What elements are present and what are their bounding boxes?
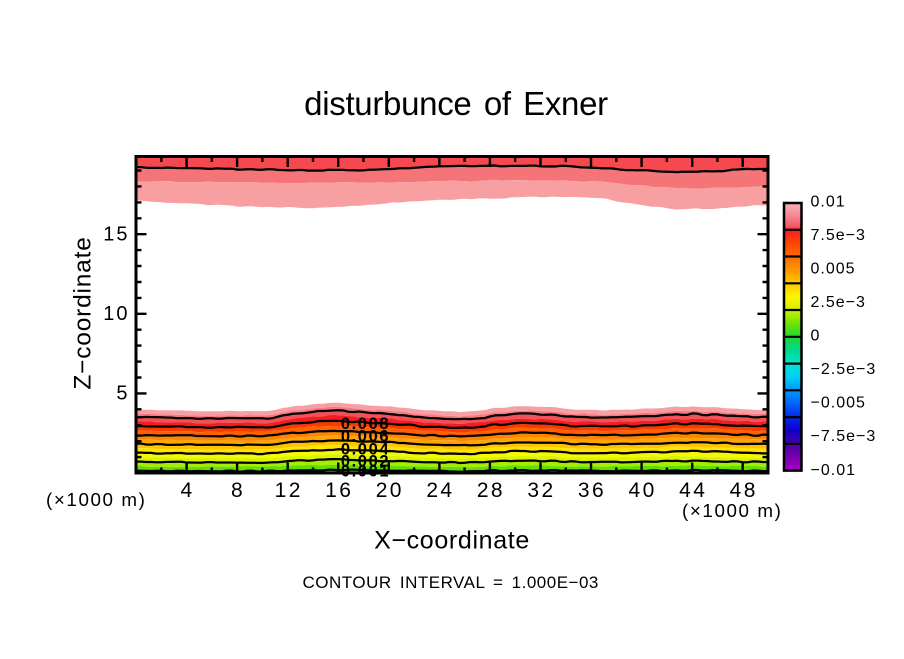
svg-text:32: 32 bbox=[527, 479, 555, 502]
svg-text:12: 12 bbox=[275, 479, 303, 502]
svg-text:2.5e−3: 2.5e−3 bbox=[811, 294, 866, 311]
svg-text:24: 24 bbox=[426, 479, 454, 502]
svg-text:−7.5e−3: −7.5e−3 bbox=[811, 428, 877, 445]
svg-text:−0.005: −0.005 bbox=[811, 395, 866, 412]
svg-text:disturbunce of Exner: disturbunce of Exner bbox=[304, 85, 608, 122]
svg-text:0.008: 0.008 bbox=[341, 415, 390, 433]
svg-text:Z−coordinate: Z−coordinate bbox=[70, 236, 97, 389]
svg-text:0.006: 0.006 bbox=[341, 427, 390, 445]
svg-text:X−coordinate: X−coordinate bbox=[374, 527, 530, 555]
svg-text:16: 16 bbox=[325, 479, 353, 502]
svg-text:(×1000 m): (×1000 m) bbox=[682, 500, 783, 521]
svg-text:28: 28 bbox=[477, 479, 505, 502]
svg-text:0.01: 0.01 bbox=[811, 193, 846, 210]
svg-text:44: 44 bbox=[679, 479, 707, 502]
svg-text:7.5e−3: 7.5e−3 bbox=[811, 227, 866, 244]
svg-text:0.002: 0.002 bbox=[341, 452, 390, 470]
svg-text:0.004: 0.004 bbox=[341, 440, 390, 458]
svg-text:0: 0 bbox=[811, 328, 821, 345]
svg-text:10: 10 bbox=[103, 303, 129, 325]
svg-text:−2.5e−3: −2.5e−3 bbox=[811, 361, 877, 378]
svg-text:0.005: 0.005 bbox=[811, 261, 856, 278]
svg-text:40: 40 bbox=[629, 479, 657, 502]
svg-text:48: 48 bbox=[730, 479, 758, 502]
svg-text:−0.01: −0.01 bbox=[811, 462, 856, 479]
svg-text:36: 36 bbox=[578, 479, 606, 502]
svg-text:15: 15 bbox=[103, 224, 129, 246]
svg-text:(×1000 m): (×1000 m) bbox=[46, 489, 147, 510]
svg-text:8: 8 bbox=[231, 479, 245, 502]
svg-text:CONTOUR INTERVAL = 1.000E−03: CONTOUR INTERVAL = 1.000E−03 bbox=[303, 573, 599, 592]
svg-text:20: 20 bbox=[376, 479, 404, 502]
svg-text:5: 5 bbox=[116, 383, 129, 405]
svg-text:4: 4 bbox=[181, 479, 195, 502]
